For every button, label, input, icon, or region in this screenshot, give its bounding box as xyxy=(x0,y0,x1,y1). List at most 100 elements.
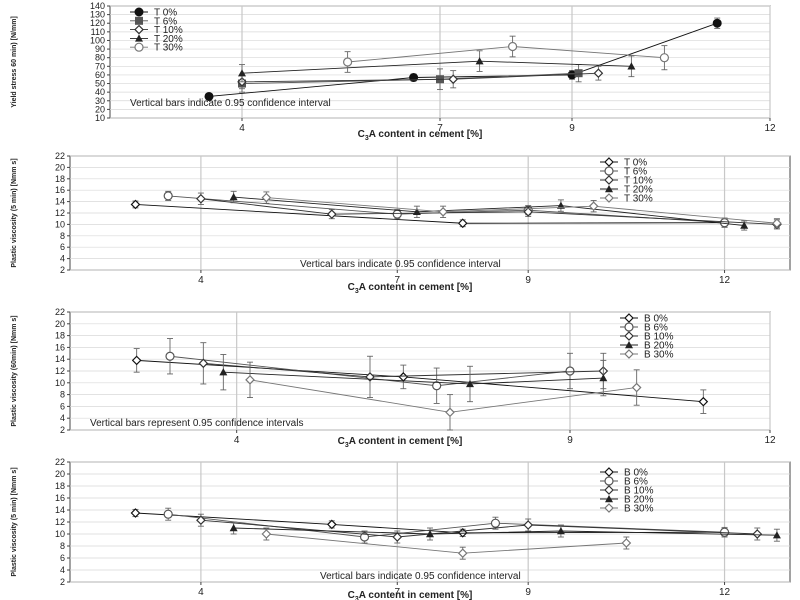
data-point xyxy=(490,518,501,528)
data-point xyxy=(556,527,565,535)
data-point xyxy=(326,209,337,219)
data-point xyxy=(245,375,255,385)
legend-marker xyxy=(624,322,634,332)
x-axis-label: C3A content in cement [%] xyxy=(338,436,463,449)
x-tick-label: 7 xyxy=(394,275,400,286)
legend-label: T 30% xyxy=(624,194,653,205)
y-tick-label: 22 xyxy=(55,151,65,161)
y-tick-label: 4 xyxy=(60,254,65,264)
data-point xyxy=(448,74,459,85)
y-tick-label: 22 xyxy=(55,307,65,317)
y-tick-label: 8 xyxy=(60,231,65,241)
data-point xyxy=(229,524,238,532)
legend-entry: B 30% xyxy=(620,349,674,361)
x-tick-label: 9 xyxy=(525,587,531,598)
y-tick-label: 22 xyxy=(55,457,65,467)
data-point xyxy=(523,520,534,530)
x-tick-label: 4 xyxy=(239,123,245,134)
y-tick-label: 16 xyxy=(55,342,65,352)
legend-marker xyxy=(134,7,144,17)
series-B-10pct xyxy=(196,513,763,544)
legend-marker xyxy=(135,16,143,25)
y-axis-label: Plastic viscosity (5 min) [Nmm s] xyxy=(11,467,18,576)
legend-label: B 6% xyxy=(644,323,668,334)
legend-entry: T 6% xyxy=(130,16,177,27)
series-B-30pct xyxy=(245,361,642,431)
data-point xyxy=(599,374,608,382)
legend-label: T 10% xyxy=(624,176,653,187)
legend-entry: B 6% xyxy=(620,322,668,334)
series-line xyxy=(233,527,777,536)
data-point xyxy=(359,532,370,542)
series-T-20pct xyxy=(238,50,636,83)
y-tick-label: 12 xyxy=(55,366,65,376)
data-point xyxy=(343,57,353,67)
legend-entry: T 30% xyxy=(600,193,653,205)
x-tick-label: 12 xyxy=(764,123,776,134)
legend-entry: T 0% xyxy=(130,7,177,19)
legend-label: B 20% xyxy=(644,341,674,352)
legend-marker xyxy=(604,485,614,495)
data-point xyxy=(219,368,228,376)
data-point xyxy=(565,366,575,376)
y-tick-label: 14 xyxy=(55,354,65,364)
y-tick-label: 6 xyxy=(60,242,65,252)
data-point xyxy=(412,207,421,216)
x-tick-label: 12 xyxy=(764,435,776,446)
legend-marker xyxy=(625,341,633,349)
y-tick-label: 40 xyxy=(95,87,105,97)
legend-marker xyxy=(624,331,634,341)
series-line xyxy=(135,512,725,534)
x-tick-label: 9 xyxy=(569,123,575,134)
legend-label: T 6% xyxy=(154,16,177,27)
legend-label: B 10% xyxy=(624,486,654,497)
y-axis-label: Plastic viscosity (60min) [Nmm s] xyxy=(11,315,18,426)
y-tick-label: 2 xyxy=(60,577,65,587)
data-point xyxy=(261,192,272,203)
y-tick-label: 10 xyxy=(55,378,65,388)
y-tick-label: 18 xyxy=(55,174,65,184)
data-point xyxy=(772,531,781,539)
y-axis-label: Plastic viscosity (5 min) [Nmm s] xyxy=(11,158,18,267)
data-point xyxy=(196,515,206,526)
legend-label: B 30% xyxy=(624,504,654,515)
confidence-note: Vertical bars indicate 0.95 confidence i… xyxy=(320,571,521,582)
data-point xyxy=(163,509,173,519)
data-point xyxy=(196,193,206,204)
data-point xyxy=(445,407,455,418)
y-tick-label: 12 xyxy=(55,517,65,527)
legend-label: T 20% xyxy=(624,185,653,196)
series-line xyxy=(200,198,777,225)
y-tick-label: 50 xyxy=(95,79,105,89)
chart-panel-4: 2 4 6 8 10 12 14 16 18 20 22 4 7 9 12 Plastic viscosity… xyxy=(11,457,791,600)
data-point xyxy=(772,218,782,229)
y-tick-label: 14 xyxy=(55,505,65,515)
y-tick-label: 100 xyxy=(90,35,105,45)
y-tick-label: 70 xyxy=(95,61,105,71)
y-tick-label: 120 xyxy=(90,18,105,28)
x-tick-label: 4 xyxy=(198,275,204,286)
legend-entry: T 10% xyxy=(130,24,183,36)
y-tick-label: 18 xyxy=(55,331,65,341)
x-tick-label: 7 xyxy=(437,123,443,134)
legend-entry: T 20% xyxy=(130,34,183,45)
data-point xyxy=(457,548,468,559)
data-point xyxy=(438,207,448,217)
legend-label: T 10% xyxy=(154,25,183,36)
y-tick-label: 60 xyxy=(95,70,105,80)
data-point xyxy=(392,209,402,219)
legend-marker xyxy=(624,313,634,323)
y-tick-label: 8 xyxy=(60,541,65,551)
legend-label: B 30% xyxy=(644,350,674,361)
data-point xyxy=(392,532,403,542)
y-tick-label: 6 xyxy=(60,401,65,411)
data-point xyxy=(627,62,636,70)
legend-marker xyxy=(604,193,614,203)
y-tick-label: 10 xyxy=(55,219,65,229)
series-line xyxy=(266,197,777,224)
y-axis-label: Yield stress 60 min) [N/mm] xyxy=(11,16,18,108)
x-tick-label: 4 xyxy=(198,587,204,598)
